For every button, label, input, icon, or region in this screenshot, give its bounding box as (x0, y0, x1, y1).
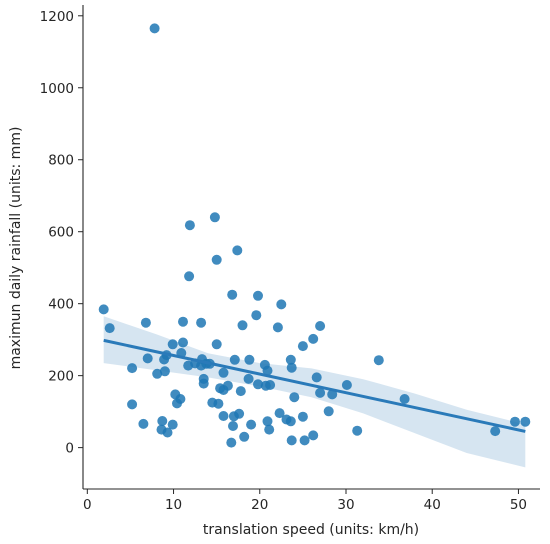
data-point (184, 220, 195, 231)
data-point (289, 392, 300, 403)
data-point (198, 378, 209, 389)
data-point (142, 353, 153, 364)
data-point (140, 317, 151, 328)
data-point (323, 406, 334, 417)
data-point (373, 355, 384, 366)
data-point (244, 354, 255, 365)
data-point (297, 411, 308, 422)
data-point (510, 416, 520, 427)
data-point (352, 425, 363, 436)
data-point (286, 362, 297, 373)
y-axis-label: maximun daily rainfall (units: mm) (8, 127, 24, 370)
data-point (104, 323, 115, 334)
data-point (232, 245, 243, 256)
data-point (311, 372, 322, 383)
data-point (162, 427, 173, 438)
data-point (490, 426, 501, 437)
data-point (159, 366, 170, 377)
data-point (172, 398, 182, 409)
data-point (253, 379, 263, 390)
data-point (98, 304, 109, 315)
axes-layer: 0 10 20 30 40 50 0 200 400 600 800 1000 1200 (40, 5, 540, 513)
data-point (243, 373, 254, 384)
data-point (308, 333, 319, 344)
data-point (315, 321, 326, 331)
data-point (211, 339, 222, 350)
x-tick-label: 10 (165, 497, 182, 513)
data-point (253, 290, 263, 301)
y-tick-label: 1200 (40, 9, 74, 25)
data-point (239, 431, 250, 442)
data-point (211, 254, 222, 265)
data-point (157, 416, 168, 426)
y-tick-label: 400 (48, 297, 74, 313)
y-tick-label: 200 (48, 369, 74, 385)
data-point (178, 337, 188, 348)
regression-line-layer (103, 338, 526, 433)
data-point (127, 363, 138, 374)
data-point (167, 339, 178, 350)
x-axis-label: translation speed (units: km/h) (203, 522, 419, 538)
x-tick-label: 50 (510, 497, 527, 513)
data-point (315, 387, 326, 398)
x-tick-label: 0 (83, 497, 92, 513)
data-point (228, 421, 238, 431)
data-point (286, 435, 297, 446)
data-point (226, 437, 237, 448)
data-point (341, 380, 352, 390)
data-point (149, 23, 160, 34)
data-point (235, 386, 246, 397)
data-point (274, 408, 285, 419)
data-point (209, 212, 220, 223)
regression-line (103, 338, 526, 433)
data-point (264, 424, 275, 435)
y-tick-label: 600 (48, 225, 74, 241)
data-point (251, 310, 262, 321)
y-tick-label: 800 (48, 153, 74, 169)
confidence-band-layer (103, 316, 526, 468)
data-point (262, 365, 273, 376)
data-point (178, 316, 188, 327)
y-tick-label: 1000 (40, 81, 74, 97)
scatter-points-layer (98, 23, 531, 448)
data-point (229, 354, 240, 365)
data-point (218, 367, 229, 378)
data-point (520, 416, 531, 427)
data-point (152, 368, 163, 379)
data-point (262, 416, 273, 427)
data-point (285, 416, 296, 427)
data-point (272, 322, 283, 333)
y-tick-label: 0 (65, 441, 74, 457)
data-point (184, 271, 195, 282)
data-point (327, 389, 338, 400)
data-point (227, 289, 238, 300)
data-point (167, 419, 178, 430)
data-point (308, 430, 319, 441)
data-point (246, 419, 257, 430)
data-point (127, 399, 138, 410)
x-tick-label: 20 (251, 497, 268, 513)
x-tick-label: 30 (337, 497, 354, 513)
data-point (183, 360, 194, 371)
x-tick-label: 40 (424, 497, 441, 513)
data-point (196, 317, 207, 328)
data-point (234, 408, 245, 419)
data-point (399, 394, 410, 404)
data-point (237, 320, 248, 331)
data-point (138, 418, 149, 429)
data-point (297, 341, 308, 352)
data-point (218, 385, 229, 395)
data-point (265, 380, 276, 390)
data-point (276, 299, 287, 310)
data-point (299, 435, 310, 446)
data-point (285, 354, 296, 365)
data-point (218, 411, 229, 421)
data-point (213, 398, 224, 409)
confidence-band (103, 316, 526, 468)
